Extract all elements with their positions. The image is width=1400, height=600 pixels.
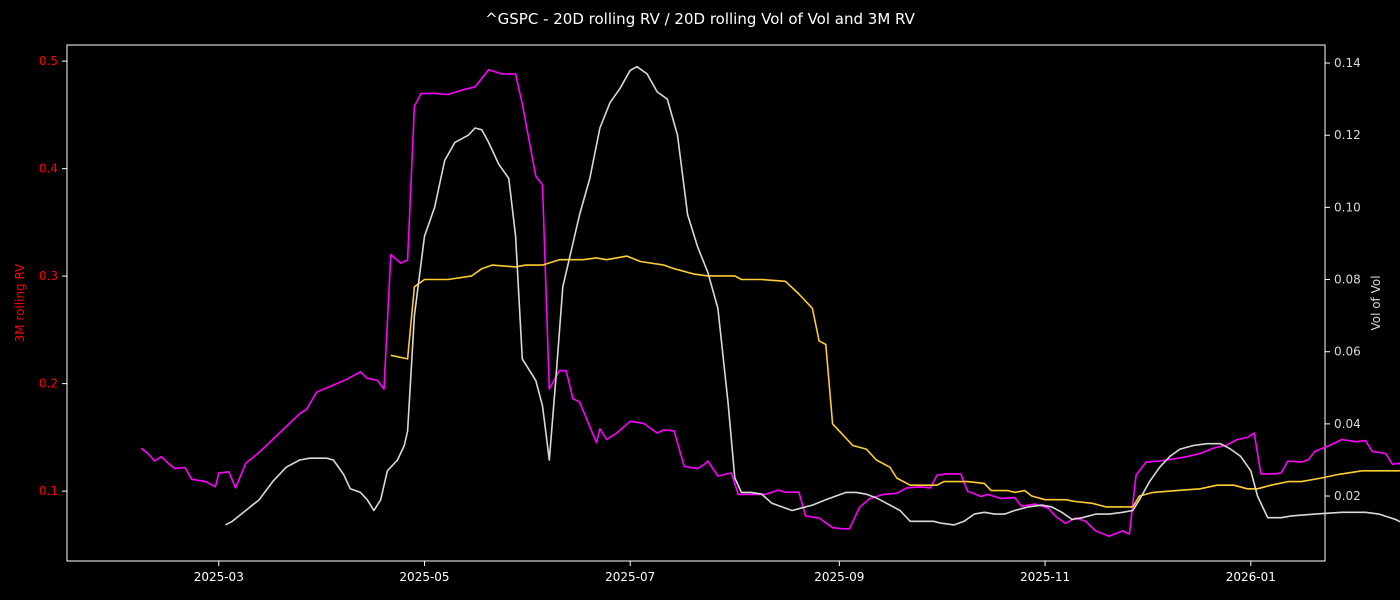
y-right-label: Vol of Vol	[1369, 275, 1383, 330]
y-right-tick-label: 0.10	[1334, 200, 1361, 214]
x-tick-label: 2025-11	[1020, 570, 1070, 584]
series-line-2	[390, 255, 1400, 508]
x-tick-label: 2025-03	[194, 570, 244, 584]
series-layer	[140, 65, 1400, 538]
x-tick-label: 2026-01	[1226, 570, 1276, 584]
y-axis-left: 0.1 0.2 0.3 0.4 0.5	[39, 54, 67, 498]
x-tick-label: 2025-05	[399, 570, 449, 584]
series-line-1	[140, 68, 1400, 538]
y-right-tick-label: 0.06	[1334, 345, 1361, 359]
chart-title: ^GSPC - 20D rolling RV / 20D rolling Vol…	[485, 10, 916, 28]
y-left-tick-label: 0.5	[39, 54, 58, 68]
y-axis-right: 0.02 0.04 0.06 0.08 0.10 0.12 0.14	[1325, 56, 1361, 503]
x-axis: 2025-03 2025-05 2025-07 2025-09 2025-11 2026-…	[194, 561, 1276, 584]
y-left-label: 3M rolling RV	[13, 263, 27, 343]
x-tick-label: 2025-07	[605, 570, 655, 584]
y-right-tick-label: 0.14	[1334, 56, 1361, 70]
y-right-tick-label: 0.08	[1334, 273, 1361, 287]
y-right-tick-label: 0.02	[1334, 489, 1361, 503]
series-line-3	[225, 65, 1400, 526]
y-right-tick-label: 0.04	[1334, 417, 1361, 431]
x-tick-label: 2025-09	[814, 570, 864, 584]
y-left-tick-label: 0.1	[39, 484, 58, 498]
y-left-tick-label: 0.2	[39, 377, 58, 391]
y-right-tick-label: 0.12	[1334, 128, 1361, 142]
y-left-tick-label: 0.4	[39, 162, 58, 176]
y-left-tick-label: 0.3	[39, 269, 58, 283]
plot-frame	[66, 44, 1326, 562]
